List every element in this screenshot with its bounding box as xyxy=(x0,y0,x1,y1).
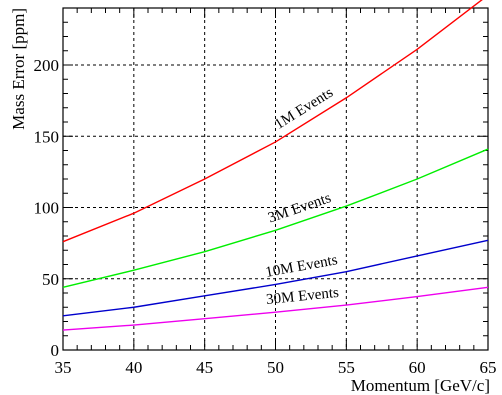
x-tick-label: 50 xyxy=(267,358,284,377)
series-label: 30M Events xyxy=(265,285,339,308)
grid xyxy=(63,8,488,350)
x-tick-label: 35 xyxy=(55,358,72,377)
series-line-10m-events xyxy=(62,239,489,317)
y-tick-label: 100 xyxy=(34,199,60,218)
series-line-1m-events xyxy=(62,0,483,243)
series-label: 3M Events xyxy=(266,190,333,226)
y-tick-label: 200 xyxy=(34,56,60,75)
x-tick-label: 45 xyxy=(196,358,213,377)
y-tick-label: 0 xyxy=(51,341,60,360)
tick-labels: 35 40 45 50 55 60 65 0 50 100 150 200 xyxy=(34,56,497,377)
x-axis-title: Momentum [GeV/c] xyxy=(351,376,490,395)
x-tick-label: 60 xyxy=(409,358,426,377)
series-line-30m-events xyxy=(62,286,489,331)
series-lines xyxy=(62,0,489,331)
y-tick-label: 150 xyxy=(34,127,60,146)
y-tick-label: 50 xyxy=(42,270,59,289)
ticks xyxy=(62,7,489,351)
x-tick-label: 55 xyxy=(338,358,355,377)
series-line-3m-events xyxy=(62,148,489,288)
series-label: 1M Events xyxy=(272,85,336,133)
y-axis-title: Mass Error [ppm] xyxy=(9,8,28,130)
x-tick-label: 40 xyxy=(125,358,142,377)
x-tick-label: 65 xyxy=(480,358,497,377)
